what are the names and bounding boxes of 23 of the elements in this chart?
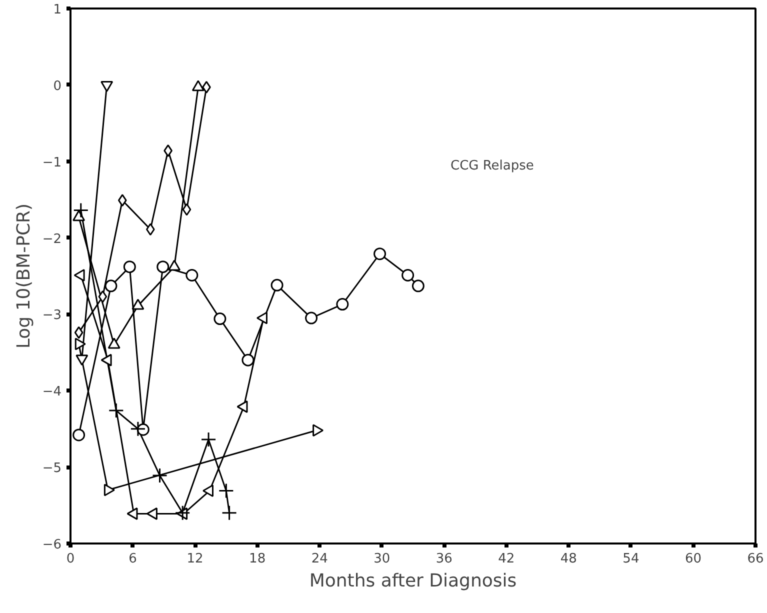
x-tick-label: 60 [684, 552, 702, 566]
y-axis-title: Log 10(BM-PCR) [13, 203, 34, 349]
x-tick-label: 24 [311, 552, 328, 566]
x-tick-label: 66 [747, 552, 764, 566]
y-tick-label: −2 [42, 232, 62, 247]
y-tick-label: −6 [42, 538, 62, 552]
y-tick-label: −3 [42, 308, 62, 324]
x-tick-label: 54 [622, 552, 640, 566]
annotation: CCG Relapse [450, 158, 534, 174]
x-tick-label: 36 [436, 552, 452, 566]
y-tick-label: 1 [53, 2, 62, 18]
x-tick-label: 12 [186, 552, 204, 566]
x-tick-label: 48 [560, 552, 577, 566]
y-tick-label: −1 [42, 155, 62, 170]
x-tick-label: 18 [249, 552, 266, 566]
y-tick-label: 0 [53, 78, 62, 94]
x-tick-label: 0 [66, 552, 75, 566]
x-axis-title: Months after Diagnosis [309, 570, 517, 592]
y-tick-label: −4 [42, 384, 62, 400]
y-tick-label: −5 [42, 461, 62, 476]
x-tick-label: 30 [374, 552, 390, 566]
x-tick-label: 6 [128, 552, 137, 566]
x-tick-label: 42 [498, 552, 515, 566]
